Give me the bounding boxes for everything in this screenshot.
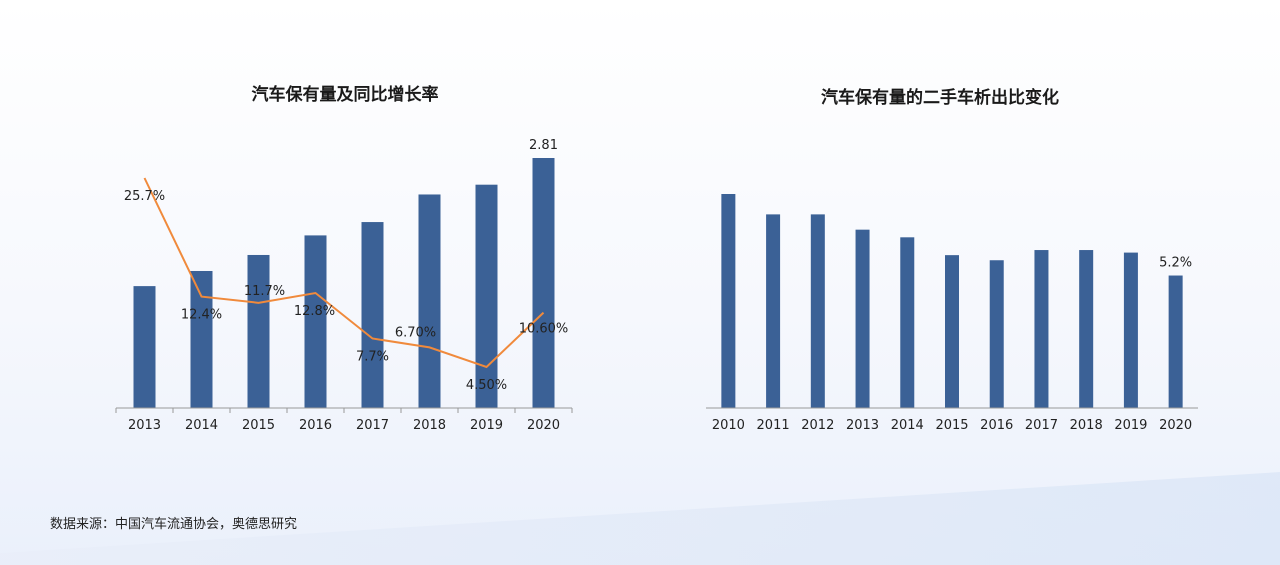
right-chart-title: 汽车保有量的二手车析出比变化: [821, 88, 1059, 108]
right-bar-label: 5.2%: [1159, 256, 1192, 271]
left-tick-label: 2015: [242, 418, 275, 433]
right-tick-label: 2016: [980, 418, 1013, 433]
right-bar-2018: [1079, 250, 1094, 408]
left-bar-2016: [304, 235, 327, 408]
right-tick-label: 2015: [935, 418, 968, 433]
right-tick-label: 2013: [846, 418, 879, 433]
left-bar-2015: [247, 254, 270, 408]
left-tick-label: 2014: [185, 418, 218, 433]
right-bar-2020: [1168, 275, 1183, 408]
right-tick-label: 2011: [757, 418, 790, 433]
left-tick-label: 2013: [128, 418, 161, 433]
growth-rate-label: 6.70%: [395, 325, 436, 340]
growth-rate-label: 7.7%: [356, 349, 389, 364]
growth-rate-label: 12.4%: [181, 308, 222, 323]
right-bar-2017: [1034, 250, 1049, 408]
right-bar-2011: [766, 214, 781, 408]
right-bar-2010: [721, 194, 736, 408]
right-tick-label: 2012: [801, 418, 834, 433]
left-bar-2018: [418, 194, 441, 408]
left-bar-2013: [133, 286, 156, 408]
right-tick-label: 2019: [1114, 418, 1147, 433]
right-tick-label: 2017: [1025, 418, 1058, 433]
growth-rate-label: 10.60%: [519, 322, 569, 337]
right-bar-2015: [945, 255, 959, 408]
data-source: 数据来源：中国汽车流通协会，奥德思研究: [50, 517, 298, 532]
left-tick-label: 2019: [470, 418, 503, 433]
right-bar-2012: [810, 214, 825, 408]
right-tick-label: 2014: [891, 418, 924, 433]
left-tick-label: 2017: [356, 418, 389, 433]
left-chart-title: 汽车保有量及同比增长率: [251, 85, 439, 105]
left-bar-2017: [361, 222, 384, 408]
growth-rate-label: 25.7%: [124, 189, 165, 204]
right-tick-label: 2018: [1070, 418, 1103, 433]
right-bar-2019: [1123, 252, 1138, 408]
right-tick-label: 2020: [1159, 418, 1192, 433]
growth-rate-label: 4.50%: [466, 378, 507, 393]
left-tick-label: 2016: [299, 418, 332, 433]
growth-rate-line: [143, 177, 545, 369]
right-bar-2016: [989, 260, 1004, 408]
left-tick-label: 2020: [527, 418, 560, 433]
growth-rate-label: 11.7%: [244, 284, 285, 299]
right-tick-label: 2010: [712, 418, 745, 433]
right-bar-2014: [900, 237, 915, 408]
left-tick-label: 2018: [413, 418, 446, 433]
left-bar-2019: [475, 184, 498, 408]
growth-rate-label: 12.8%: [294, 304, 335, 319]
left-bar-2014: [190, 270, 213, 408]
right-bar-2013: [855, 229, 870, 408]
left-bar-2020: [532, 158, 555, 408]
left-bar-label: 2.81: [529, 138, 558, 153]
